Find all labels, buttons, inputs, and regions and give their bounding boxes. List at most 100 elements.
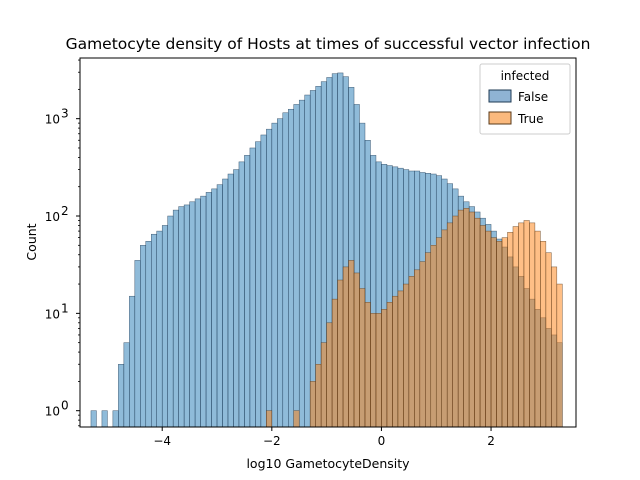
bar-true-42 bbox=[529, 222, 536, 428]
bar-true-9 bbox=[348, 260, 355, 428]
bar-false-10 bbox=[156, 230, 163, 428]
bar-true-15 bbox=[381, 309, 388, 428]
bar-true-45 bbox=[545, 252, 552, 428]
bar-true-32 bbox=[474, 217, 481, 428]
bar-false-29 bbox=[260, 134, 267, 428]
bar-true-20 bbox=[408, 276, 415, 428]
bar-true-14 bbox=[375, 313, 382, 428]
bar-true-29 bbox=[457, 209, 464, 428]
bar-false-33 bbox=[282, 112, 289, 428]
bar-false-35 bbox=[293, 104, 300, 428]
bar-false-0 bbox=[90, 410, 97, 428]
bar-true-31 bbox=[468, 211, 475, 428]
plot-frame bbox=[79, 57, 577, 428]
bar-true-36 bbox=[496, 241, 503, 428]
bar-true-26 bbox=[441, 229, 448, 428]
bar-false-24 bbox=[233, 169, 240, 428]
y-tick-label-2: 10 bbox=[45, 210, 60, 224]
bar-false-4 bbox=[123, 342, 130, 428]
legend-swatch-true bbox=[488, 111, 512, 125]
y-tick-exponent-3: 3 bbox=[61, 107, 69, 121]
legend: infected False True bbox=[479, 63, 571, 135]
bar-false-28 bbox=[255, 141, 262, 428]
bar-true-37 bbox=[501, 237, 508, 428]
bar-true-0 bbox=[266, 410, 273, 428]
bar-true-34 bbox=[485, 230, 492, 428]
y-tick-exponent-0: 0 bbox=[61, 399, 69, 413]
bar-false-17 bbox=[194, 198, 201, 428]
legend-label-false: False bbox=[518, 90, 548, 104]
bar-false-37 bbox=[304, 94, 311, 428]
bar-true-18 bbox=[397, 290, 404, 428]
y-tick-label-1: 10 bbox=[45, 307, 60, 321]
bar-true-43 bbox=[534, 230, 541, 428]
x-tick-label-3: 2 bbox=[487, 434, 495, 448]
bar-false-27 bbox=[249, 147, 256, 428]
legend-swatch-false bbox=[488, 89, 512, 103]
y-tick-exponent-2: 2 bbox=[61, 204, 69, 218]
bar-true-22 bbox=[419, 261, 426, 428]
bar-false-19 bbox=[205, 192, 212, 428]
bar-true-13 bbox=[370, 313, 377, 428]
bar-true-5 bbox=[326, 322, 333, 428]
bar-false-6 bbox=[134, 260, 141, 428]
bar-true-8 bbox=[342, 266, 349, 428]
bar-false-9 bbox=[151, 233, 157, 428]
bar-false-14 bbox=[178, 206, 185, 428]
x-axis-label: log10 GametocyteDensity bbox=[246, 456, 410, 471]
bar-false-8 bbox=[145, 241, 152, 428]
bar-false-11 bbox=[161, 225, 168, 428]
bar-true-10 bbox=[353, 272, 360, 428]
bar-true-24 bbox=[430, 245, 437, 428]
bar-true-41 bbox=[523, 220, 530, 428]
bar-true-33 bbox=[479, 225, 486, 428]
bar-false-20 bbox=[211, 188, 218, 428]
bar-false-12 bbox=[167, 215, 174, 428]
x-tick-label-2: 0 bbox=[378, 434, 386, 448]
bar-true-7 bbox=[337, 279, 344, 428]
bar-true-19 bbox=[403, 283, 410, 428]
bar-true-35 bbox=[490, 237, 497, 428]
bar-false-18 bbox=[200, 195, 207, 428]
bar-false-1 bbox=[101, 410, 108, 428]
y-tick-label-0: 10 bbox=[45, 405, 60, 419]
bar-false-22 bbox=[222, 178, 229, 428]
bar-true-23 bbox=[425, 252, 432, 428]
bar-true-25 bbox=[435, 237, 442, 428]
bar-false-2 bbox=[112, 410, 119, 428]
bar-true-30 bbox=[463, 208, 470, 428]
bar-true-27 bbox=[446, 222, 453, 428]
x-axis-ticks: −4 −2 0 2 bbox=[153, 427, 495, 448]
bar-false-13 bbox=[172, 209, 179, 428]
bar-false-30 bbox=[266, 128, 273, 428]
bar-true-17 bbox=[392, 295, 399, 428]
bar-false-34 bbox=[288, 108, 294, 428]
bar-true-4 bbox=[320, 342, 327, 428]
x-tick-label-0: −4 bbox=[153, 434, 171, 448]
bar-true-6 bbox=[331, 298, 338, 428]
bar-false-31 bbox=[271, 122, 278, 428]
bar-true-39 bbox=[512, 226, 519, 428]
legend-label-true: True bbox=[517, 112, 544, 126]
bar-true-21 bbox=[414, 269, 421, 428]
bar-true-11 bbox=[359, 288, 366, 428]
y-axis-label: Count bbox=[24, 223, 39, 260]
bar-true-46 bbox=[551, 266, 558, 428]
bar-true-12 bbox=[364, 302, 371, 428]
x-tick-label-1: −2 bbox=[263, 434, 281, 448]
bar-true-1 bbox=[293, 410, 300, 428]
bar-true-44 bbox=[540, 241, 547, 428]
y-tick-exponent-1: 1 bbox=[61, 301, 69, 315]
chart-title: Gametocyte density of Hosts at times of … bbox=[66, 35, 591, 53]
bar-true-38 bbox=[507, 232, 514, 428]
bar-false-23 bbox=[227, 173, 234, 428]
bar-true-47 bbox=[556, 283, 563, 428]
bar-false-3 bbox=[118, 364, 125, 428]
legend-title: infected bbox=[501, 69, 550, 83]
bar-false-21 bbox=[216, 184, 223, 428]
y-tick-label-3: 10 bbox=[45, 113, 60, 127]
bar-false-7 bbox=[140, 245, 147, 428]
bar-true-28 bbox=[452, 215, 459, 428]
bar-true-2 bbox=[309, 381, 316, 428]
